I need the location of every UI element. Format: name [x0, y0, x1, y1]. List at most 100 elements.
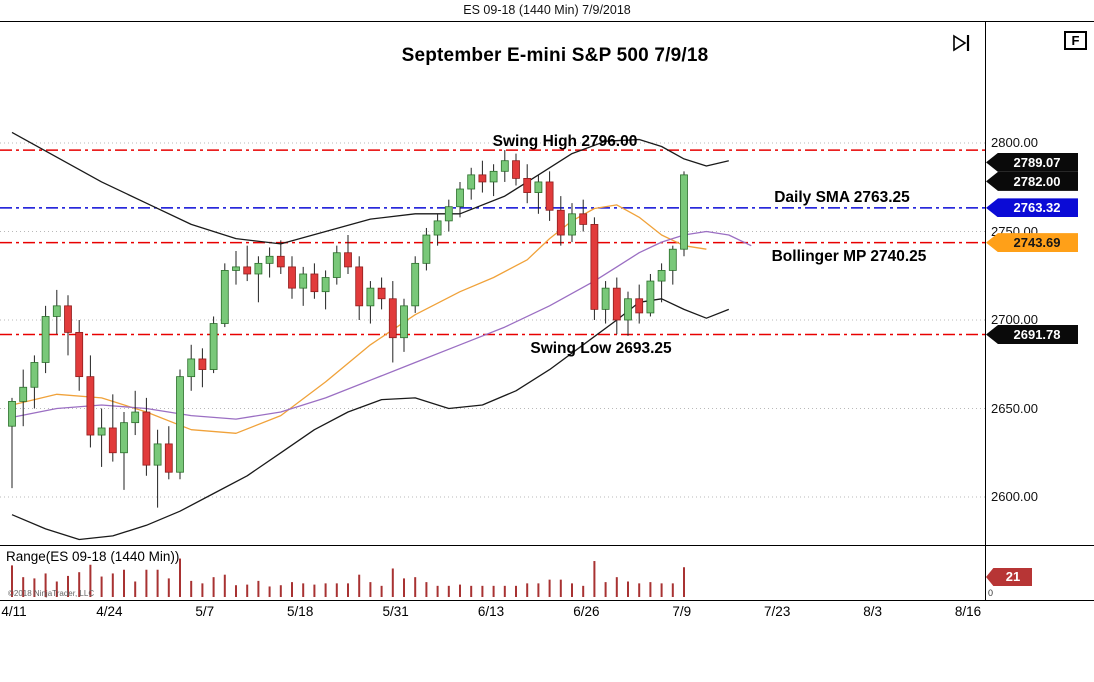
candle-body [153, 443, 162, 466]
range-bar [627, 581, 629, 597]
candle-body [164, 443, 173, 473]
range-bar [145, 569, 148, 597]
candle-body [388, 298, 397, 339]
candle-body [601, 287, 610, 310]
candle-body [668, 248, 677, 271]
candle-body [646, 280, 655, 314]
range-bar [134, 581, 137, 597]
range-bar [526, 583, 529, 597]
range-bar [414, 577, 417, 597]
candle-body [512, 160, 520, 179]
range-bar [571, 583, 573, 597]
candle-body [198, 358, 207, 370]
price-axis-border [985, 22, 986, 601]
candle-body [41, 316, 50, 363]
candle-body [131, 411, 140, 424]
range-bar [291, 582, 293, 597]
candle-body [467, 174, 476, 190]
candle-body [411, 262, 420, 307]
candle-body [433, 220, 442, 236]
candle-body [75, 331, 84, 378]
time-tick: 8/16 [954, 604, 982, 619]
range-bar [638, 583, 641, 597]
chart-title: September E-mini S&P 500 7/9/18 [401, 45, 709, 66]
range-bar [313, 584, 316, 597]
price-axis[interactable]: 2800.00 2750.00 2700.00 2650.00 2600.00 2789.… [985, 22, 1094, 545]
data-series-button[interactable]: F [1064, 31, 1087, 50]
range-bar [593, 561, 596, 597]
candle-body [444, 206, 453, 222]
candle-body [64, 305, 72, 333]
range-bar [369, 582, 372, 597]
candle-body [310, 273, 319, 293]
candle-body [254, 262, 263, 275]
candle-body [232, 266, 240, 271]
range-histogram[interactable] [0, 546, 985, 600]
candle-body [288, 266, 296, 289]
time-axis-border [0, 600, 1094, 601]
candle-body [299, 273, 308, 289]
range-bar [380, 585, 383, 597]
range-bar [33, 578, 36, 597]
range-bar [683, 567, 685, 597]
time-tick: 8/3 [863, 604, 882, 619]
range-bar [436, 585, 439, 597]
time-tick: 5/18 [287, 604, 314, 619]
range-indicator-label: Range(ES 09-18 (1440 Min)) [6, 549, 180, 564]
range-bar [335, 583, 338, 597]
range-bar [55, 581, 58, 597]
candle-body [680, 174, 688, 250]
candle-body [176, 376, 184, 473]
range-bar [22, 577, 25, 597]
time-tick: 6/13 [477, 604, 505, 619]
sma-fast [11, 204, 707, 434]
candle-body [220, 270, 229, 324]
candle-body [556, 209, 565, 236]
time-tick: 7/9 [672, 604, 692, 619]
price-marker-badge: 2763.32 [986, 198, 1078, 218]
range-bar [11, 565, 13, 597]
candle-body [500, 160, 509, 172]
go-to-last-bar-icon[interactable] [950, 33, 974, 53]
range-bar [257, 580, 260, 597]
range-bar [190, 580, 193, 597]
time-tick: 4/11 [1, 604, 27, 619]
candle-body [243, 266, 252, 275]
candle-body [456, 188, 464, 208]
candle-body [344, 252, 352, 268]
range-bar [324, 583, 327, 597]
candle-body [489, 170, 498, 183]
copyright-notice: ©2018 NinjaTrader, LLC [8, 589, 95, 598]
candle-body [30, 362, 39, 388]
range-bar [660, 583, 663, 597]
range-bar [212, 577, 215, 597]
range-bar [89, 564, 92, 597]
range-bar [503, 585, 506, 597]
candle-body [635, 298, 644, 314]
candle-body [332, 252, 341, 278]
range-bar [470, 585, 473, 597]
candlestick-chart[interactable] [0, 22, 985, 545]
time-tick: 4/24 [96, 604, 123, 619]
candle-body [579, 213, 588, 225]
range-bar [391, 568, 394, 597]
price-marker-badge: 2782.00 [986, 171, 1078, 191]
range-bar [671, 583, 674, 597]
range-value-badge: 21 [986, 568, 1032, 586]
candle-body [97, 427, 106, 436]
candle-body [86, 376, 95, 436]
range-bar [246, 584, 249, 597]
panel-divider [0, 545, 1094, 546]
range-bar [582, 585, 585, 597]
time-tick: 5/31 [382, 604, 409, 619]
price-tick: 2700.00 [991, 312, 1038, 327]
range-bar [156, 569, 159, 597]
range-bar [492, 585, 495, 597]
time-axis[interactable]: 4/11 4/24 5/7 5/18 5/31 6/13 6/26 7/9 7/23 8/3 8/1… [0, 602, 1094, 626]
price-marker-badge: 2743.69 [986, 233, 1078, 253]
candle-body [142, 411, 151, 466]
candle-body [657, 270, 666, 282]
candle-body [209, 323, 218, 370]
time-tick: 5/7 [195, 604, 215, 619]
